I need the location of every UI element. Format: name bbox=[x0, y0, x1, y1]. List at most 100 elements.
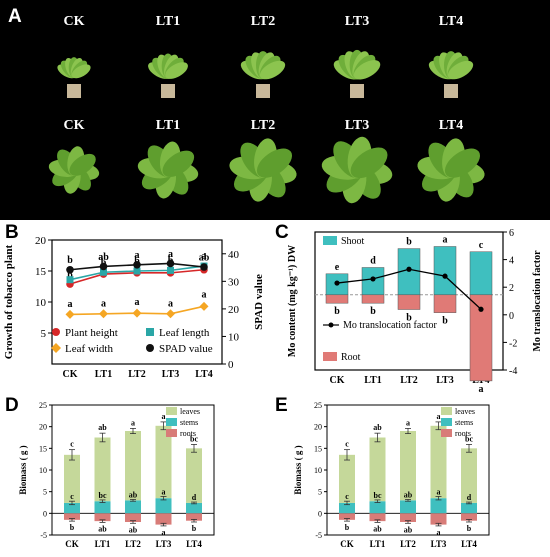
plant-side-view bbox=[57, 57, 91, 98]
y-tick-label: 10 bbox=[35, 297, 47, 309]
bar-stems bbox=[155, 498, 172, 514]
bar bbox=[361, 294, 385, 304]
data-point bbox=[166, 309, 175, 319]
legend-marker bbox=[146, 344, 154, 352]
data-point bbox=[133, 267, 141, 275]
plant-photos bbox=[48, 49, 485, 204]
plant-side-view bbox=[148, 53, 188, 98]
x-tick-label: CK bbox=[340, 539, 354, 549]
plant-top-view bbox=[48, 146, 100, 194]
photo-label-top: LT3 bbox=[344, 14, 370, 29]
y-tick-label: 25 bbox=[39, 401, 47, 410]
y-tick-label: 15 bbox=[35, 266, 47, 278]
y-right-tick-label: 0 bbox=[509, 311, 514, 322]
leaf-shape bbox=[165, 62, 188, 79]
legend-label: roots bbox=[180, 429, 196, 438]
significance-letter: ab bbox=[373, 423, 382, 432]
y-tick-label: 5 bbox=[41, 328, 47, 340]
legend-marker bbox=[51, 343, 61, 353]
panel-letter-e: E bbox=[275, 395, 288, 416]
data-point bbox=[166, 259, 175, 268]
leaf-shape bbox=[353, 60, 381, 80]
significance-letter: b bbox=[406, 313, 412, 324]
photo-label-top: LT4 bbox=[438, 14, 464, 29]
significance-letter: ab bbox=[98, 252, 109, 263]
bar-stems bbox=[400, 500, 416, 514]
x-tick-label: LT1 bbox=[95, 539, 111, 549]
legend-label: Plant height bbox=[65, 327, 118, 339]
significance-letter: e bbox=[335, 262, 340, 273]
plant-top-view bbox=[417, 138, 485, 202]
photo-label-bottom: LT4 bbox=[438, 118, 464, 133]
data-point bbox=[99, 309, 108, 319]
x-tick-label: LT2 bbox=[400, 539, 416, 549]
significance-letter: c bbox=[345, 440, 349, 449]
significance-letter: a bbox=[131, 418, 135, 427]
bar bbox=[433, 294, 457, 313]
significance-letter: c bbox=[479, 240, 484, 251]
significance-letter: a bbox=[162, 487, 166, 496]
bar bbox=[469, 251, 493, 296]
significance-letter: c bbox=[70, 492, 74, 501]
significance-letter: b bbox=[67, 270, 73, 281]
y-tick-label: 15 bbox=[39, 444, 47, 453]
photo-label-top: LT1 bbox=[155, 14, 181, 29]
data-point bbox=[199, 301, 209, 311]
bar-stems bbox=[94, 501, 111, 514]
x-tick-label: CK bbox=[330, 375, 345, 386]
y-axis-label: Mo content (mg kg⁻¹) DW bbox=[287, 245, 298, 357]
significance-letter: b bbox=[370, 306, 376, 317]
bar-roots bbox=[186, 513, 202, 521]
y-tick-label: -5 bbox=[40, 531, 47, 540]
significance-letter: ab bbox=[373, 524, 382, 533]
panel-letter-d: D bbox=[5, 395, 19, 416]
plot-frame bbox=[314, 231, 504, 371]
chart-d-biomass: -5 0 5 10 15 20 25 CK LT1 LT2 LT3 LT4 Biomass ( g ) c… bbox=[18, 401, 215, 549]
significance-letter: c bbox=[70, 440, 74, 449]
leaf-shape bbox=[447, 60, 474, 80]
panel-letter-c: C bbox=[275, 222, 289, 243]
bar-stems bbox=[369, 501, 386, 514]
bar-leaves bbox=[430, 425, 447, 499]
bar-roots bbox=[64, 513, 80, 520]
bar bbox=[325, 294, 349, 304]
data-point bbox=[66, 265, 74, 274]
bar-stems bbox=[186, 502, 202, 514]
significance-letter: a bbox=[202, 290, 207, 301]
bar bbox=[397, 294, 421, 310]
translocation-point bbox=[334, 280, 340, 286]
y-right-axis-label: Mo translocation factor bbox=[532, 250, 543, 352]
significance-letter: b bbox=[467, 524, 472, 533]
data-point bbox=[167, 266, 174, 274]
significance-letter: b bbox=[67, 255, 73, 266]
y-right-tick-label: 0 bbox=[228, 359, 234, 371]
significance-letter: ab bbox=[98, 524, 107, 533]
significance-letter: d bbox=[192, 493, 197, 502]
leaf-shape bbox=[69, 153, 96, 176]
plant-top-view bbox=[321, 136, 393, 204]
legend-label: Root bbox=[341, 352, 361, 363]
leaf-shape bbox=[71, 64, 91, 79]
bar-leaves bbox=[369, 437, 386, 502]
significance-letter: ab bbox=[199, 253, 210, 264]
panel-letter-a: A bbox=[8, 6, 22, 27]
bar bbox=[433, 246, 457, 296]
plant-top-view bbox=[229, 138, 297, 202]
bar-roots bbox=[400, 513, 416, 522]
significance-letter: a bbox=[162, 528, 166, 537]
significance-letter: b bbox=[442, 316, 448, 327]
data-point bbox=[65, 309, 75, 319]
x-tick-label: CK bbox=[65, 539, 79, 549]
data-point bbox=[100, 268, 107, 276]
photo-label-top: CK bbox=[63, 14, 85, 29]
significance-letter: a bbox=[437, 487, 441, 496]
significance-letter: a bbox=[437, 528, 441, 537]
photo-label-bottom: CK bbox=[63, 118, 85, 133]
significance-letter: a bbox=[443, 235, 448, 246]
bar-leaves bbox=[461, 448, 477, 503]
pot-shape bbox=[256, 84, 270, 98]
x-tick-label: LT4 bbox=[195, 369, 212, 380]
x-tick-label: LT1 bbox=[364, 375, 381, 386]
legend-marker bbox=[52, 328, 60, 336]
y-axis-label: Biomass ( g ) bbox=[293, 445, 303, 494]
